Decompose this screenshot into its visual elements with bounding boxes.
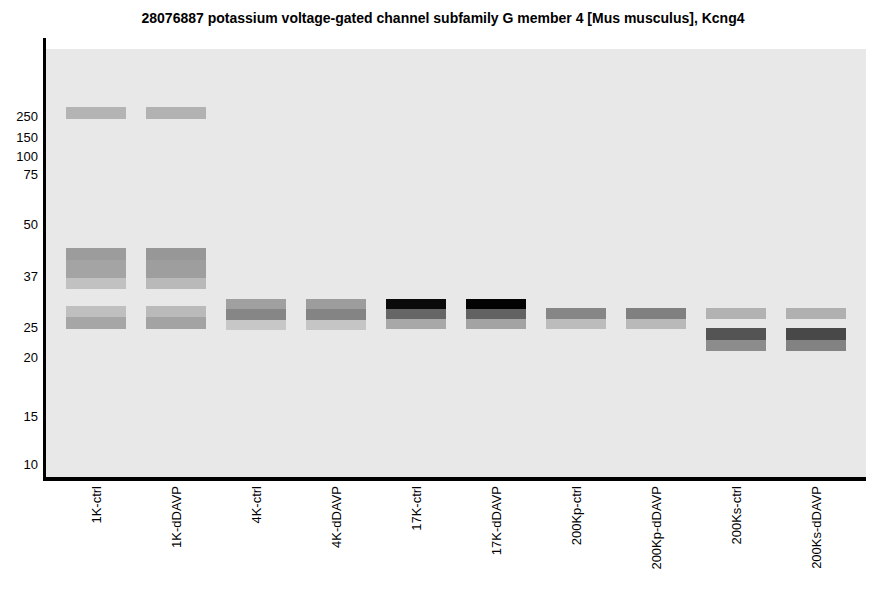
y-tick-label: 250 [0,109,38,124]
chart-title: 28076887 potassium voltage-gated channel… [0,10,886,26]
gel-band-stratum [66,278,126,289]
gel-band-stratum [546,319,606,329]
gel-band-stratum [226,320,286,330]
x-tick-label: 200Kp-ctrl [570,486,583,545]
x-tick-label: 1K-ctrl [90,486,103,524]
gel-band [306,299,366,330]
gel-band-stratum [146,260,206,278]
y-tick-label: 20 [0,350,38,365]
gel-band-stratum [146,317,206,329]
gel-band-stratum [706,308,766,319]
gel-band-stratum [546,308,606,319]
gel-band [146,306,206,329]
gel-band [386,299,446,329]
y-tick-label: 75 [0,167,38,182]
y-tick-label: 50 [0,217,38,232]
gel-band-stratum [146,107,206,119]
x-tick-label: 200Kp-dDAVP [650,486,663,570]
gel-band-stratum [146,248,206,260]
gel-band-stratum [306,299,366,309]
gel-band-stratum [786,340,846,351]
gel-band-stratum [146,278,206,289]
gel-band-stratum [466,309,526,319]
x-tick-label: 200Ks-dDAVP [810,486,823,569]
y-tick-label: 100 [0,149,38,164]
gel-band [786,328,846,351]
gel-band [626,308,686,329]
y-tick-label: 25 [0,320,38,335]
gel-band [66,107,126,119]
gel-band [706,328,766,351]
y-tick-label: 10 [0,457,38,472]
gel-band-stratum [146,306,206,317]
gel-band-stratum [386,309,446,319]
gel-band-stratum [306,309,366,320]
y-axis-line [43,38,46,481]
gel-band-stratum [466,299,526,309]
gel-band [786,308,846,319]
x-tick-label: 1K-dDAVP [170,486,183,548]
gel-band-stratum [66,107,126,119]
gel-band [146,248,206,289]
gel-band-stratum [306,320,366,330]
gel-band [466,299,526,329]
gel-band [226,299,286,330]
y-tick-label: 37 [0,269,38,284]
gel-band-stratum [226,309,286,320]
gel-band [546,308,606,329]
y-tick-label: 15 [0,409,38,424]
gel-band [146,107,206,119]
gel-blot-figure: 28076887 potassium voltage-gated channel… [0,0,886,595]
gel-band [66,248,126,289]
gel-band-stratum [66,260,126,278]
gel-band-stratum [786,328,846,340]
gel-band-stratum [626,308,686,319]
gel-band-stratum [706,328,766,340]
gel-band-stratum [626,319,686,329]
gel-band [706,308,766,319]
x-tick-label: 17K-dDAVP [490,486,503,555]
gel-band-stratum [66,248,126,260]
x-tick-label: 4K-dDAVP [330,486,343,548]
x-tick-label: 200Ks-ctrl [730,486,743,545]
gel-band-stratum [226,299,286,309]
x-axis-line [43,477,866,481]
gel-band-stratum [66,317,126,329]
gel-band-stratum [786,308,846,319]
x-tick-label: 17K-ctrl [410,486,423,531]
gel-band-stratum [386,319,446,329]
gel-band-stratum [466,319,526,329]
gel-band-stratum [66,306,126,317]
gel-band-stratum [386,299,446,309]
y-tick-label: 150 [0,130,38,145]
gel-band [66,306,126,329]
x-tick-label: 4K-ctrl [250,486,263,524]
gel-band-stratum [706,340,766,351]
